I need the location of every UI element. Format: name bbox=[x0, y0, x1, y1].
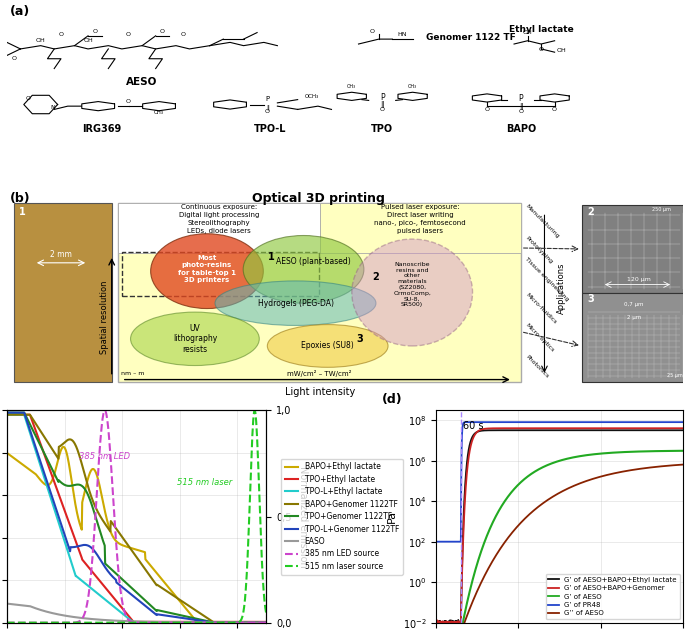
Text: 0,7 μm: 0,7 μm bbox=[624, 302, 644, 307]
Bar bbox=[582, 206, 687, 292]
Ellipse shape bbox=[215, 281, 376, 325]
Text: 2: 2 bbox=[587, 208, 594, 218]
Text: 2 mm: 2 mm bbox=[50, 250, 72, 259]
Text: P: P bbox=[380, 94, 384, 103]
Text: O: O bbox=[180, 32, 185, 37]
Text: O: O bbox=[370, 28, 375, 33]
Text: OH: OH bbox=[557, 48, 566, 53]
Y-axis label: Pa: Pa bbox=[387, 510, 397, 523]
Text: 3: 3 bbox=[587, 294, 594, 304]
Text: Optical 3D printing: Optical 3D printing bbox=[252, 192, 384, 204]
Text: AESO (plant-based): AESO (plant-based) bbox=[276, 257, 351, 266]
Text: AESO: AESO bbox=[126, 77, 158, 87]
Text: Photonics: Photonics bbox=[524, 355, 549, 379]
Text: O: O bbox=[11, 57, 16, 62]
Text: O: O bbox=[26, 96, 31, 101]
Text: O: O bbox=[126, 99, 131, 104]
Text: 250 μm: 250 μm bbox=[652, 208, 671, 213]
Text: N: N bbox=[50, 106, 55, 111]
Text: P: P bbox=[265, 96, 269, 103]
Text: CH₃: CH₃ bbox=[347, 84, 356, 89]
Text: ‖: ‖ bbox=[266, 104, 268, 110]
Legend: BAPO+Ethyl lactate, TPO+Ethyl lactate, TPO-L+Ethyl lactate, BAPO+Genomer 1122TF,: BAPO+Ethyl lactate, TPO+Ethyl lactate, T… bbox=[281, 459, 403, 575]
Text: (a): (a) bbox=[10, 5, 30, 18]
Text: Genomer 1122 TF: Genomer 1122 TF bbox=[426, 33, 516, 42]
Text: mW/cm² – TW/cm²: mW/cm² – TW/cm² bbox=[288, 370, 352, 377]
Text: O: O bbox=[126, 32, 131, 37]
Text: Manufacturing: Manufacturing bbox=[524, 203, 560, 239]
Text: Micro-fluidics: Micro-fluidics bbox=[524, 292, 557, 325]
Text: (d): (d) bbox=[382, 393, 402, 406]
Text: O: O bbox=[518, 109, 523, 114]
Text: OH: OH bbox=[523, 30, 533, 35]
Text: TPO: TPO bbox=[371, 125, 393, 135]
Ellipse shape bbox=[150, 234, 264, 309]
Text: Light intensity: Light intensity bbox=[284, 386, 355, 396]
Text: O: O bbox=[59, 32, 63, 37]
Text: CH₃: CH₃ bbox=[154, 110, 164, 115]
Text: ‖: ‖ bbox=[519, 103, 522, 110]
Text: O: O bbox=[552, 107, 557, 112]
Ellipse shape bbox=[243, 235, 364, 303]
Y-axis label: Normalized emission: Normalized emission bbox=[298, 465, 308, 567]
Text: HN: HN bbox=[397, 32, 407, 37]
Text: Applications: Applications bbox=[557, 263, 566, 314]
Bar bbox=[119, 203, 521, 382]
Text: P: P bbox=[518, 94, 523, 103]
Text: Pulsed laser exposure:
Direct laser writing
nano-, pico-, femtosecond
pulsed las: Pulsed laser exposure: Direct laser writ… bbox=[375, 204, 466, 235]
Text: UV
lithography
resists: UV lithography resists bbox=[172, 324, 217, 353]
Ellipse shape bbox=[267, 325, 388, 367]
Text: (b): (b) bbox=[10, 192, 31, 204]
Text: O: O bbox=[160, 28, 165, 33]
Text: Micro-optics: Micro-optics bbox=[524, 323, 555, 353]
Text: O: O bbox=[92, 28, 97, 33]
Text: Hydrogels (PEG-DA): Hydrogels (PEG-DA) bbox=[257, 299, 333, 308]
Text: 25 μm: 25 μm bbox=[667, 372, 683, 377]
Bar bbox=[122, 252, 319, 296]
Text: 3: 3 bbox=[357, 335, 363, 345]
Text: Epoxies (SU8): Epoxies (SU8) bbox=[302, 342, 354, 350]
Text: Prototyping: Prototyping bbox=[524, 236, 553, 265]
Bar bbox=[119, 203, 319, 253]
Text: O: O bbox=[539, 47, 544, 52]
Text: nm – m: nm – m bbox=[121, 370, 144, 376]
Text: Nanoscribe
resins and
other
materials
(SZ2080,
OrmoComp,
SU-8,
SR500): Nanoscribe resins and other materials (S… bbox=[393, 262, 431, 308]
Text: OCH₃: OCH₃ bbox=[304, 94, 319, 99]
Text: Tissue engineering: Tissue engineering bbox=[524, 257, 570, 303]
Ellipse shape bbox=[130, 312, 259, 365]
Text: O: O bbox=[265, 109, 270, 114]
Text: CH₃: CH₃ bbox=[408, 84, 417, 89]
Text: Most
photo‐resins
for table-top 1
3D printers: Most photo‐resins for table-top 1 3D pri… bbox=[178, 255, 236, 284]
Text: ‖: ‖ bbox=[380, 101, 384, 108]
Text: Ethyl lactate: Ethyl lactate bbox=[509, 25, 573, 34]
Text: Spatial resolution: Spatial resolution bbox=[101, 281, 110, 354]
Text: 1: 1 bbox=[19, 208, 26, 218]
Bar bbox=[14, 203, 112, 382]
Ellipse shape bbox=[352, 239, 473, 346]
Text: O: O bbox=[380, 107, 385, 112]
Text: 2 μm: 2 μm bbox=[627, 315, 641, 320]
Text: IRG369: IRG369 bbox=[82, 125, 121, 135]
Legend: G’ of AESO+BAPO+Ethyl lactate, G’ of AESO+BAPO+Genomer, G’ of AESO, G’ of PR48, : G’ of AESO+BAPO+Ethyl lactate, G’ of AES… bbox=[546, 574, 680, 619]
Text: OH: OH bbox=[36, 38, 46, 43]
Text: 1: 1 bbox=[268, 252, 275, 262]
Text: TPO-L: TPO-L bbox=[255, 125, 287, 135]
Text: 515 nm laser: 515 nm laser bbox=[177, 478, 233, 487]
Text: 2: 2 bbox=[373, 272, 380, 282]
Text: Continuous exposure:
Digital light processing
Stereolithography
LEDs, diode lase: Continuous exposure: Digital light proce… bbox=[179, 204, 259, 235]
Text: 120 μm: 120 μm bbox=[627, 277, 651, 282]
Bar bbox=[319, 203, 521, 253]
Text: OH: OH bbox=[83, 38, 93, 43]
Text: 60 s: 60 s bbox=[463, 421, 484, 431]
Bar bbox=[582, 292, 687, 382]
Text: 385 nm LED: 385 nm LED bbox=[79, 452, 130, 462]
Text: O: O bbox=[484, 107, 489, 112]
Text: BAPO: BAPO bbox=[506, 125, 536, 135]
